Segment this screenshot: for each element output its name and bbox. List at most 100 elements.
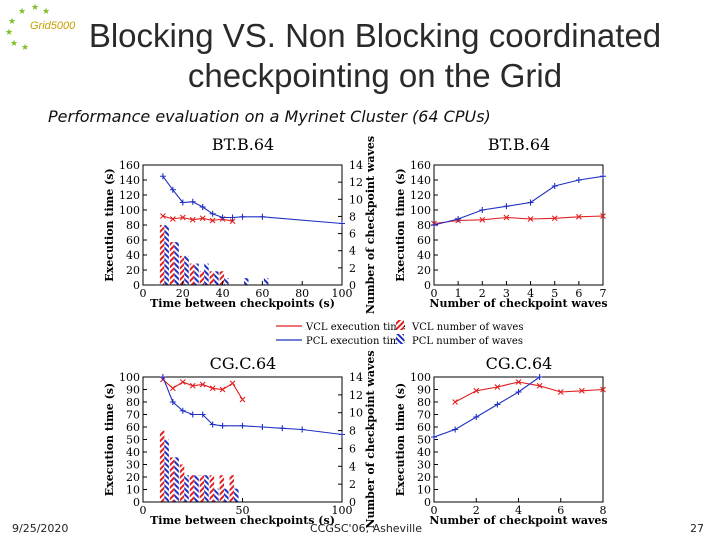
pcl-wave-bar xyxy=(204,475,209,502)
pcl-time-point xyxy=(179,199,186,206)
legend-vcl-waves-swatch xyxy=(396,320,404,330)
vcl-time-point xyxy=(536,382,543,389)
pcl-wave-bar xyxy=(184,475,189,502)
y-tick-label: 160 xyxy=(119,159,140,172)
y-tick-label: 80 xyxy=(126,396,140,409)
chart-title: BT.B.64 xyxy=(212,135,274,154)
vcl-time-point xyxy=(557,389,564,395)
y-tick-label: 60 xyxy=(417,234,431,247)
y-tick-label: 20 xyxy=(417,471,431,484)
x-tick-label: 1 xyxy=(455,287,462,300)
logo-text: Grid5000 xyxy=(30,20,76,32)
pcl-time-point xyxy=(473,414,480,420)
vcl-time-point xyxy=(160,213,166,219)
y-tick-label: 80 xyxy=(126,219,140,232)
pcl-time-point xyxy=(209,421,216,428)
svg-text:★: ★ xyxy=(31,4,39,13)
vcl-time-point xyxy=(199,381,206,388)
vcl-wave-bar xyxy=(159,430,165,502)
vcl-time-point xyxy=(189,216,196,223)
pcl-time-point xyxy=(600,173,606,180)
x-tick-label: 0 xyxy=(431,504,438,517)
x-tick-label: 6 xyxy=(557,504,564,517)
pcl-time-point xyxy=(189,198,196,205)
vcl-time-point xyxy=(515,379,522,385)
y2-axis-label: Number of checkpoint waves xyxy=(364,136,377,314)
x-tick-label: 2 xyxy=(473,504,480,517)
y2-tick-label: 2 xyxy=(349,262,356,275)
vcl-time-point xyxy=(219,386,226,393)
pcl-time-point xyxy=(452,426,459,433)
y-tick-label: 100 xyxy=(410,204,431,217)
y-tick-label: 70 xyxy=(126,409,140,422)
vcl-wave-bar xyxy=(169,242,175,285)
vcl-time-point xyxy=(575,213,582,220)
vcl-time-point xyxy=(169,216,176,222)
y-tick-label: 60 xyxy=(417,421,431,434)
svg-text:★: ★ xyxy=(18,7,26,17)
pcl-time-point xyxy=(431,222,437,228)
pcl-time-point xyxy=(159,173,166,180)
pcl-time-point xyxy=(169,186,176,193)
legend-pcl-waves-swatch xyxy=(396,334,404,344)
vcl-time-point xyxy=(189,382,196,389)
pcl-wave-bar xyxy=(164,439,169,502)
y-tick-label: 30 xyxy=(126,459,140,472)
y2-tick-label: 8 xyxy=(349,210,356,223)
y-tick-label: 120 xyxy=(119,189,140,202)
x-axis-label: Time between checkpoints (s) xyxy=(150,514,335,527)
pcl-time-point xyxy=(279,425,286,432)
footer-page: 27 xyxy=(690,522,704,535)
pcl-wave-bar xyxy=(214,271,219,285)
pcl-wave-bar xyxy=(214,488,219,502)
grid5000-logo: ★ ★ ★ ★ ★ ★ ★ Grid5000 xyxy=(4,3,75,53)
y-tick-label: 80 xyxy=(417,219,431,232)
y-tick-label: 40 xyxy=(126,446,140,459)
vcl-wave-bar xyxy=(229,475,235,502)
footer-date: 9/25/2020 xyxy=(12,522,69,535)
y-tick-label: 60 xyxy=(126,234,140,247)
vcl-wave-bar xyxy=(189,263,195,285)
y-axis-label: Execution time (s) xyxy=(103,168,116,281)
vcl-wave-bar xyxy=(189,475,195,502)
y-tick-label: 140 xyxy=(410,174,431,187)
pcl-time-point xyxy=(494,401,501,408)
vcl-time-point xyxy=(551,215,558,222)
y-tick-label: 20 xyxy=(126,264,140,277)
x-tick-label: 100 xyxy=(332,504,353,517)
vcl-time-point xyxy=(179,379,186,385)
pcl-time-line xyxy=(433,376,540,438)
pcl-time-point xyxy=(551,183,558,189)
vcl-time-point xyxy=(169,385,176,392)
pcl-wave-bar xyxy=(263,278,269,285)
chart-cg-time-between: CG.C.64010203040506070809010002468101214… xyxy=(103,350,377,528)
y-tick-label: 100 xyxy=(119,204,140,217)
legend-pcl-waves: PCL number of waves xyxy=(412,336,523,347)
chart-bt-time-between: BT.B.64020406080100120140160024681012140… xyxy=(103,135,377,314)
vcl-wave-bar xyxy=(199,475,205,502)
vcl-time-point xyxy=(209,385,216,392)
y2-tick-label: 6 xyxy=(349,228,356,241)
x-tick-label: 60 xyxy=(255,287,269,300)
pcl-time-point xyxy=(179,407,186,414)
pcl-time-point xyxy=(189,411,196,418)
x-tick-label: 3 xyxy=(503,287,510,300)
vcl-wave-bar xyxy=(209,475,215,502)
y2-tick-label: 14 xyxy=(349,159,363,172)
y-tick-label: 30 xyxy=(417,459,431,472)
y2-tick-label: 0 xyxy=(349,496,356,509)
x-tick-label: 80 xyxy=(295,287,309,300)
y-tick-label: 0 xyxy=(424,496,431,509)
pcl-time-point xyxy=(239,213,246,220)
x-tick-label: 100 xyxy=(332,287,353,300)
pcl-wave-bar xyxy=(174,457,179,502)
svg-text:★: ★ xyxy=(42,7,50,17)
pcl-wave-bar xyxy=(164,225,169,285)
vcl-time-point xyxy=(229,218,236,225)
vcl-time-point xyxy=(527,216,534,222)
y-tick-label: 160 xyxy=(410,159,431,172)
x-tick-label: 2 xyxy=(479,287,486,300)
